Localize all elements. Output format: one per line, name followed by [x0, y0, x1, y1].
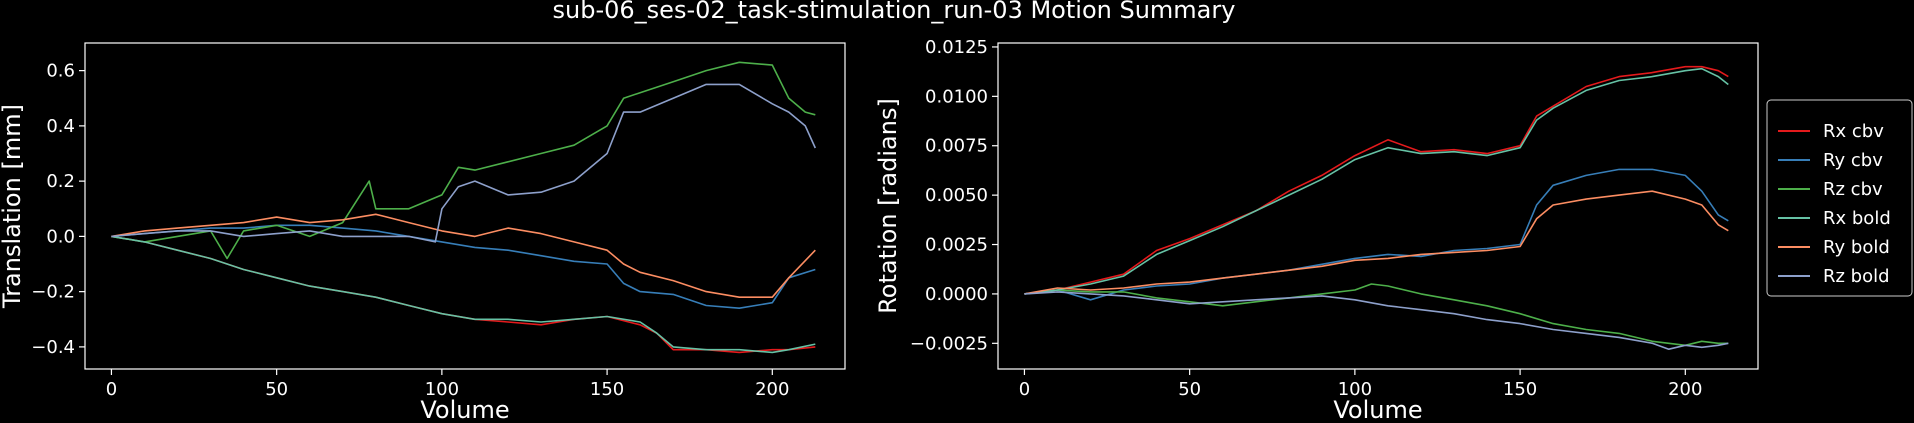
translation-series-line-4 [111, 235, 816, 354]
translation-plot-frame [84, 42, 846, 370]
rotation-series-lines [1024, 65, 1729, 351]
translation-series-line-6 [111, 83, 817, 243]
translation-ytick-label: −0.4 [31, 337, 75, 358]
translation-xtick-label: 50 [265, 379, 288, 400]
translation-xtick-label: 100 [425, 379, 459, 400]
translation-series-line-2 [111, 224, 816, 310]
translation-plot: 0 50 100 150 200−0.4−0.20.00.20.40.6 Volume … [0, 42, 846, 423]
translation-xlabel: Volume [420, 396, 509, 423]
translation-ytick-label: −0.2 [31, 282, 75, 303]
rotation-xtick-label: 50 [1178, 379, 1201, 400]
rotation-series-line-5 [1024, 190, 1729, 295]
rotation-series-line-1 [1024, 65, 1729, 295]
translation-axis-ticks: 0 50 100 150 200 −0.4 −0.2 0.0 0.2 0.4 0.6 [31, 61, 789, 400]
rotation-series-line-4 [1024, 67, 1729, 295]
rotation-plot-frame [997, 42, 1759, 370]
translation-series-line-5 [111, 213, 816, 299]
legend-label: Rz cbv [1823, 179, 1883, 200]
rotation-series-line-6 [1024, 291, 1729, 351]
rotation-xtick-label: 0 [1019, 379, 1030, 400]
translation-ytick-label: 0.4 [46, 116, 75, 137]
translation-ytick-label: 0.0 [46, 226, 75, 247]
rotation-xtick-label: 100 [1338, 379, 1372, 400]
rotation-axis-ticks: 0 50 100 150 200 −0.0025 0.0000 0.0025 0.0050 0.0… [910, 37, 1703, 400]
figure-title: sub-06_ses-02_task-stimulation_run-03 Mo… [553, 0, 1236, 24]
rotation-ytick-label: 0.0000 [925, 284, 988, 305]
translation-ytick-label: 0.2 [46, 171, 75, 192]
legend-label: Rz bold [1823, 266, 1890, 287]
translation-xtick-label: 200 [755, 379, 789, 400]
translation-series-line-3 [111, 61, 816, 260]
translation-xtick-label: 0 [106, 379, 117, 400]
legend: Rx cbv Ry cbv Rz cbv Rx bold Ry bold Rz bold [1766, 99, 1913, 297]
translation-ylabel: Translation [mm] [0, 104, 26, 309]
rotation-ylabel: Rotation [radians] [874, 98, 902, 314]
legend-label: Ry cbv [1823, 150, 1883, 171]
translation-ytick-label: 0.6 [46, 61, 75, 82]
rotation-ytick-label: 0.0100 [925, 86, 988, 107]
rotation-plot: 0 50 100 150 200 −0.0025 0.0000 0.0025 0.0050 0.0… [874, 37, 1759, 423]
translation-xtick-label: 150 [590, 379, 624, 400]
rotation-xlabel: Volume [1333, 396, 1422, 423]
translation-series-lines [111, 61, 817, 354]
legend-label: Rx cbv [1823, 121, 1884, 142]
rotation-ytick-label: 0.0025 [925, 235, 988, 256]
legend-label: Ry bold [1823, 237, 1890, 258]
rotation-xtick-label: 150 [1503, 379, 1537, 400]
rotation-ytick-label: 0.0125 [925, 37, 988, 58]
rotation-xtick-label: 200 [1668, 379, 1702, 400]
translation-series-line-1 [111, 235, 816, 354]
legend-label: Rx bold [1823, 208, 1891, 229]
rotation-ytick-label: 0.0050 [925, 185, 988, 206]
rotation-series-line-2 [1024, 168, 1729, 301]
rotation-series-line-3 [1024, 283, 1729, 347]
rotation-ytick-label: −0.0025 [910, 333, 988, 354]
rotation-ytick-label: 0.0075 [925, 136, 988, 157]
